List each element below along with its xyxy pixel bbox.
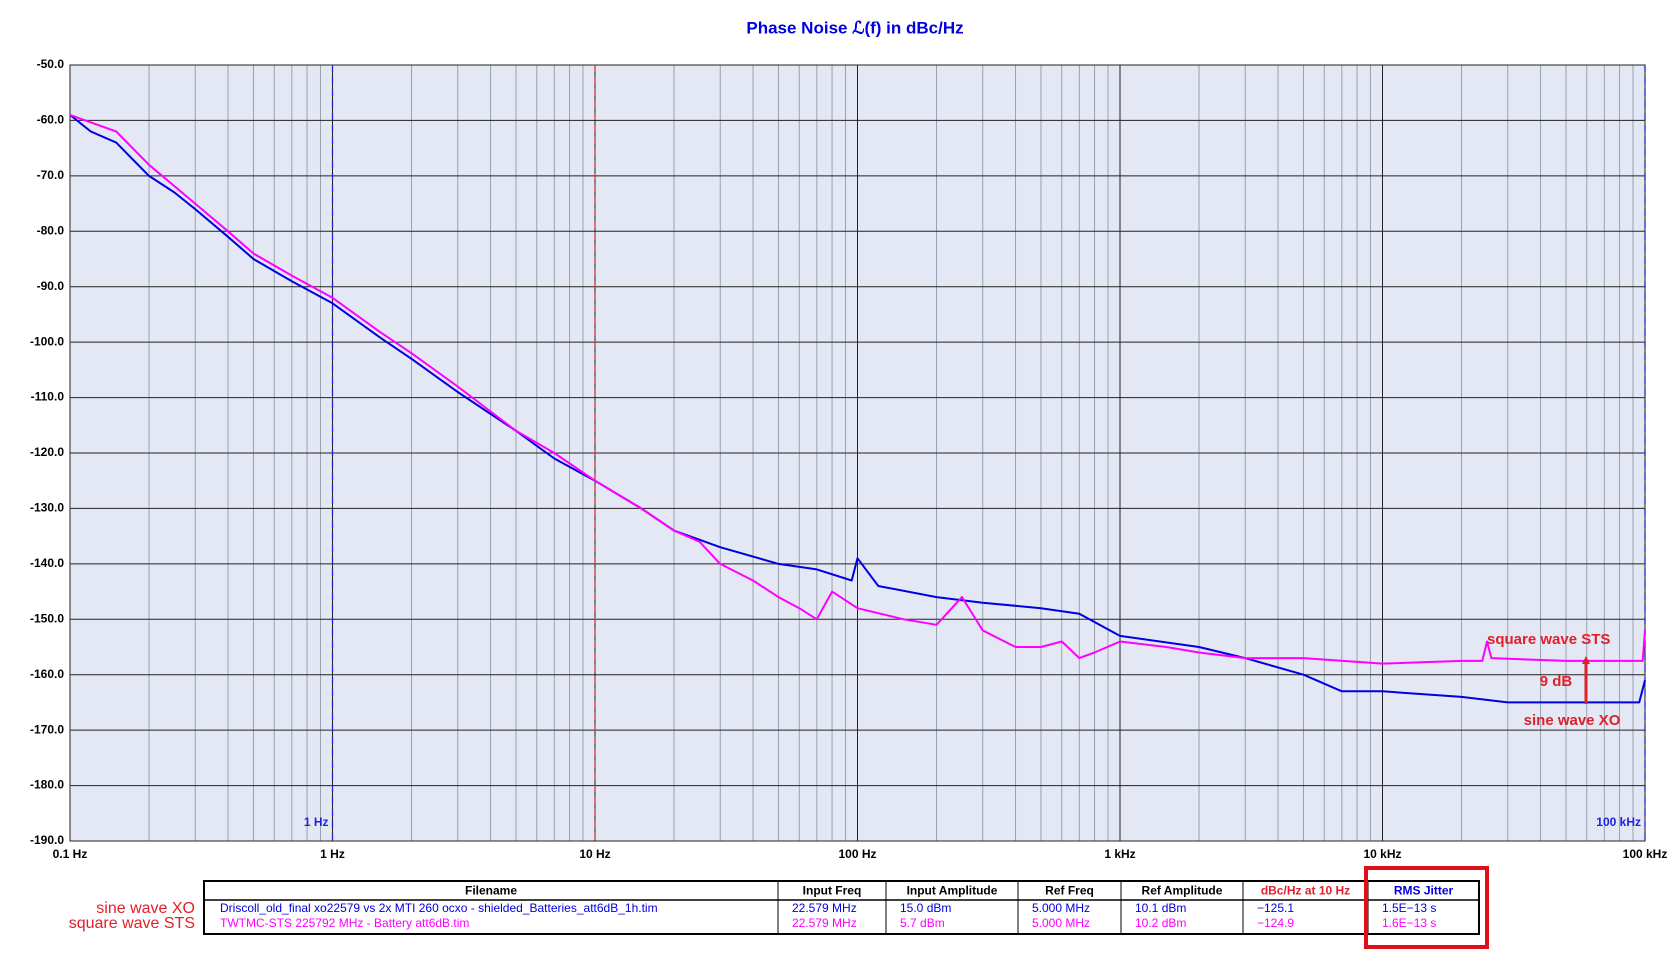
table-cell: 1.5E−13 s bbox=[1382, 901, 1436, 915]
table-cell: 5.7 dBm bbox=[900, 916, 945, 930]
y-tick-label: -90.0 bbox=[37, 279, 65, 293]
table-cell: 5.000 MHz bbox=[1032, 901, 1090, 915]
table-cell: Driscoll_old_final xo22579 vs 2x MTI 260… bbox=[220, 901, 658, 915]
legend-label: square wave STS bbox=[69, 915, 195, 932]
table-header: Filename bbox=[465, 884, 517, 898]
y-tick-label: -60.0 bbox=[37, 113, 65, 127]
y-tick-label: -70.0 bbox=[37, 168, 65, 182]
annotation: square wave STS bbox=[1487, 631, 1610, 648]
table-cell: 22.579 MHz bbox=[792, 916, 857, 930]
table-cell: −124.9 bbox=[1257, 916, 1294, 930]
y-tick-label: -100.0 bbox=[30, 334, 64, 348]
annotation-arrowhead bbox=[1582, 656, 1590, 664]
x-tick-label: 10 kHz bbox=[1363, 847, 1401, 861]
annotation: sine wave XO bbox=[1524, 712, 1621, 729]
table-header: Input Freq bbox=[803, 884, 862, 898]
table-cell: TWTMC-STS 225792 MHz - Battery att6dB.ti… bbox=[220, 916, 469, 930]
y-tick-label: -160.0 bbox=[30, 667, 64, 681]
highlight-box bbox=[1364, 866, 1489, 949]
y-tick-label: -180.0 bbox=[30, 778, 64, 792]
series-line bbox=[69, 114, 1646, 704]
y-tick-label: -50.0 bbox=[37, 57, 65, 71]
legend-label: sine wave XO bbox=[96, 900, 195, 917]
y-tick-label: -110.0 bbox=[31, 390, 65, 404]
table-header: Input Amplitude bbox=[907, 884, 998, 898]
table-header: Ref Amplitude bbox=[1142, 884, 1223, 898]
annotation: 9 dB bbox=[1540, 673, 1573, 690]
y-tick-label: -130.0 bbox=[30, 501, 64, 515]
table-cell: 10.2 dBm bbox=[1135, 916, 1186, 930]
x-tick-label: 1 Hz bbox=[320, 847, 345, 861]
y-tick-label: -120.0 bbox=[30, 445, 64, 459]
chart-title: Phase Noise ℒ(f) in dBc/Hz bbox=[746, 18, 963, 37]
table-header: Ref Freq bbox=[1045, 884, 1094, 898]
x-tick-label: 10 Hz bbox=[579, 847, 610, 861]
table-header: dBc/Hz at 10 Hz bbox=[1261, 884, 1350, 898]
y-tick-label: -150.0 bbox=[30, 611, 64, 625]
y-tick-label: -190.0 bbox=[30, 833, 64, 847]
table-cell: −125.1 bbox=[1257, 901, 1294, 915]
y-tick-label: -140.0 bbox=[30, 556, 64, 570]
x-tick-label: 0.1 Hz bbox=[53, 847, 88, 861]
table-cell: 5.000 MHz bbox=[1032, 916, 1090, 930]
x-tick-label: 100 kHz bbox=[1623, 847, 1668, 861]
series-line bbox=[69, 113, 1646, 665]
marker-label: 1 Hz bbox=[304, 815, 329, 829]
marker-label: 100 kHz bbox=[1596, 815, 1641, 829]
y-tick-label: -170.0 bbox=[30, 722, 64, 736]
table-cell: 15.0 dBm bbox=[900, 901, 951, 915]
table-cell: 1.6E−13 s bbox=[1382, 916, 1436, 930]
x-tick-label: 1 kHz bbox=[1104, 847, 1135, 861]
x-tick-label: 100 Hz bbox=[838, 847, 876, 861]
table-cell: 10.1 dBm bbox=[1135, 901, 1186, 915]
table-frame bbox=[203, 880, 1480, 935]
table-cell: 22.579 MHz bbox=[792, 901, 857, 915]
table-header: RMS Jitter bbox=[1394, 884, 1454, 898]
y-tick-label: -80.0 bbox=[37, 223, 65, 237]
